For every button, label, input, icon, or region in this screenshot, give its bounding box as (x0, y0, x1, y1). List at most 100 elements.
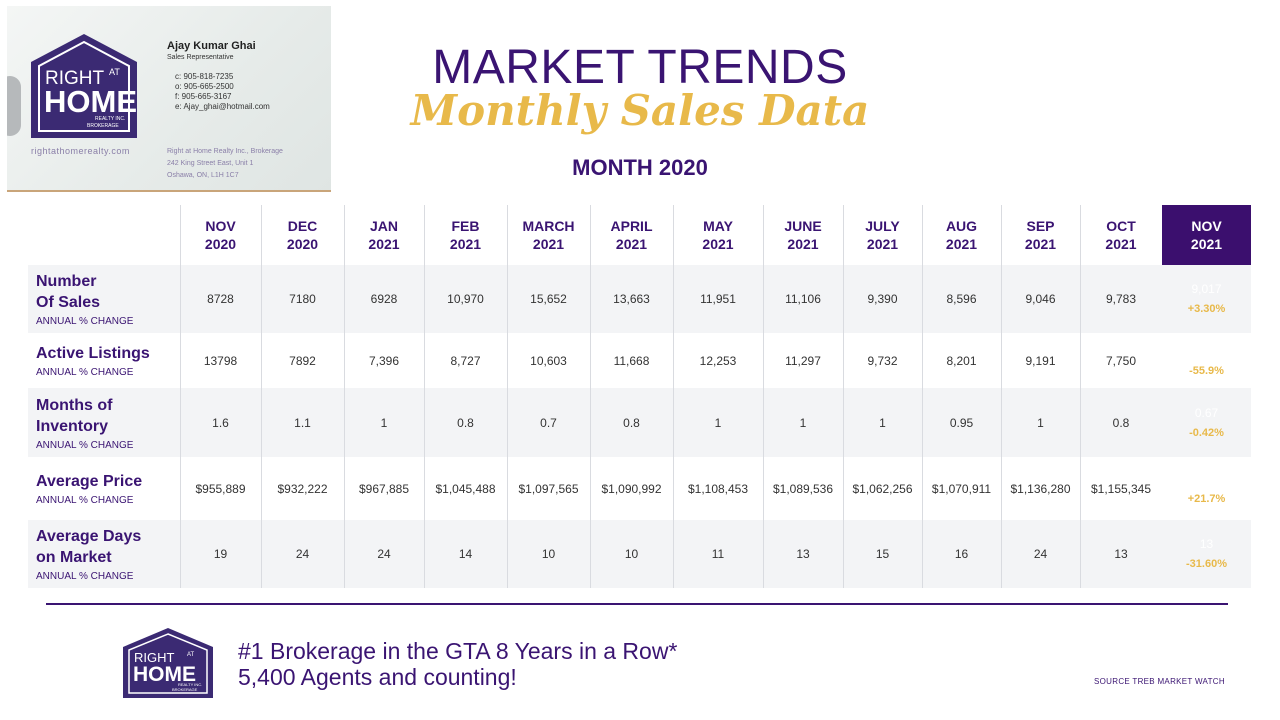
column-header: JAN 2021 (344, 205, 424, 265)
column-header-month: SEP (1026, 218, 1055, 234)
column-header-month: OCT (1106, 218, 1136, 234)
column-header-year: 2021 (449, 236, 482, 252)
column-header-year: 2021 (615, 236, 648, 252)
column-header: AUG 2021 (922, 205, 1001, 265)
table-cell: 15,652 (530, 292, 567, 306)
table-cell: 24 (1033, 547, 1048, 561)
column-header-month: MARCH (522, 218, 575, 234)
column-header-month: APRIL (610, 218, 653, 234)
svg-text:HOME: HOME (133, 663, 196, 686)
table-cell: 13,663 (613, 292, 650, 306)
table-cell: 1 (1037, 415, 1044, 430)
table-cell: 8,596 (946, 292, 977, 306)
highlight-change: -31.60% (1186, 558, 1227, 570)
row-label-text: Of Sales (36, 294, 101, 311)
table-cell: 8,201 (946, 353, 977, 368)
card-fax: f: 905-665-3167 (175, 92, 232, 101)
svg-text:AT: AT (187, 652, 195, 658)
highlight-cell: 0.67 -0.42% (1162, 388, 1251, 457)
card-address: Right at Home Realty Inc., Brokerage 242… (167, 146, 283, 182)
card-address-line: Oshawa, ON, L1H 1C7 (167, 172, 239, 179)
highlight-cell: 6,086 -55.9% (1162, 333, 1251, 388)
card-address-line: Right at Home Realty Inc., Brokerage (167, 148, 283, 155)
table-cell: 15 (875, 547, 890, 561)
table-cell: 1 (799, 415, 807, 430)
footer-tagline: #1 Brokerage in the GTA 8 Years in a Row… (238, 638, 678, 664)
column-separator (424, 205, 425, 588)
highlight-value: 9,017 (1191, 282, 1222, 296)
table-cell: 1.1 (294, 415, 311, 430)
table-cell: 9,732 (867, 353, 898, 368)
column-header-month: JAN (369, 218, 398, 234)
column-separator (673, 205, 674, 588)
row-label: Months of Inventory ANNUAL % CHANGE (36, 388, 176, 457)
card-phone-cell: c: 905-818-7235 (175, 72, 234, 81)
column-header-year: 2021 (1105, 236, 1137, 252)
table-cell: $932,222 (277, 481, 328, 496)
right-at-home-logo: RIGHT AT HOME REALTY INC. BROKERAGE (29, 32, 139, 145)
table-cell: 24 (295, 547, 310, 561)
column-header-year: 2020 (286, 236, 319, 252)
highlight-cell: $1,163,323 +21.7% (1162, 457, 1251, 520)
column-header-year: 2021 (866, 236, 899, 252)
column-separator (843, 205, 844, 588)
row-label-text: Average Days (36, 528, 142, 545)
row-label-text: on Market (36, 549, 112, 566)
row-label-text: Inventory (36, 417, 109, 435)
column-header: DEC 2020 (261, 205, 344, 265)
column-header-year: 2021 (368, 236, 400, 252)
table-cell: 11,106 (785, 292, 821, 306)
column-header-year: 2021 (787, 236, 819, 252)
column-header-year: 2021 (945, 236, 978, 252)
column-header-year: 2020 (204, 236, 237, 252)
svg-text:BROKERAGE: BROKERAGE (87, 123, 119, 129)
table-cell: 7,396 (368, 353, 400, 368)
column-header: MARCH 2021 (507, 205, 590, 265)
table-cell: 0.8 (457, 415, 474, 430)
table-cell: 11,951 (700, 292, 736, 306)
highlight-value: 0.67 (1194, 405, 1219, 420)
svg-text:REALTY INC.: REALTY INC. (95, 116, 125, 122)
page-title: MARKET TRENDS (432, 41, 848, 94)
table-cell: 9,046 (1025, 292, 1056, 306)
column-header-month: DEC (287, 218, 318, 234)
table-cell: 13798 (203, 353, 238, 368)
table-cell: $1,090,992 (601, 481, 662, 496)
table-cell: $967,885 (358, 481, 410, 496)
table-cell: $1,062,256 (852, 481, 913, 496)
column-separator (1080, 205, 1081, 588)
table-row: Active Listings ANNUAL % CHANGE 13798 7892 7… (28, 333, 1251, 388)
row-label: Average Days on Market ANNUAL % CHANGE (36, 520, 176, 588)
table-cell: 10 (541, 547, 556, 561)
highlight-change: -0.42% (1189, 426, 1224, 439)
table-cell: 10,603 (530, 353, 567, 368)
column-separator (1001, 205, 1002, 588)
row-label: Number Of Sales ANNUAL % CHANGE (36, 265, 176, 333)
row-label-text: Number (36, 273, 97, 290)
column-separator (590, 205, 591, 588)
table-cell: 8,727 (450, 353, 481, 368)
highlight-change: +21.7% (1187, 492, 1226, 505)
business-card: RIGHT AT HOME REALTY INC. BROKERAGE Ajay… (7, 6, 331, 192)
table-cell: 12,253 (699, 353, 737, 368)
column-header-year: 2021 (1024, 236, 1057, 252)
table-cell: 11,297 (785, 353, 821, 368)
svg-text:RIGHT: RIGHT (45, 68, 105, 89)
table-cell: 14 (458, 547, 473, 561)
table-row: Number Of Sales ANNUAL % CHANGE 8728 7180 692… (28, 265, 1251, 333)
highlight-value: 6,086 (1191, 343, 1222, 358)
column-header: FEB 2021 (424, 205, 507, 265)
highlight-value: $1,163,323 (1176, 471, 1237, 486)
table-cell: 0.8 (623, 415, 640, 430)
column-header-month: MAY (703, 218, 733, 234)
column-separator (261, 205, 262, 588)
table-cell: 9,191 (1025, 353, 1056, 368)
table-cell: $1,070,911 (931, 481, 992, 496)
card-email: e: Ajay_ghai@hotmail.com (175, 102, 270, 111)
table-cell: 11 (711, 547, 725, 561)
table-cell: $1,045,488 (435, 481, 496, 496)
table-cell: 0.7 (540, 415, 557, 430)
svg-text:RIGHT: RIGHT (134, 650, 175, 665)
column-header: APRIL 2021 (590, 205, 673, 265)
row-label-text: Average Price (36, 473, 143, 490)
